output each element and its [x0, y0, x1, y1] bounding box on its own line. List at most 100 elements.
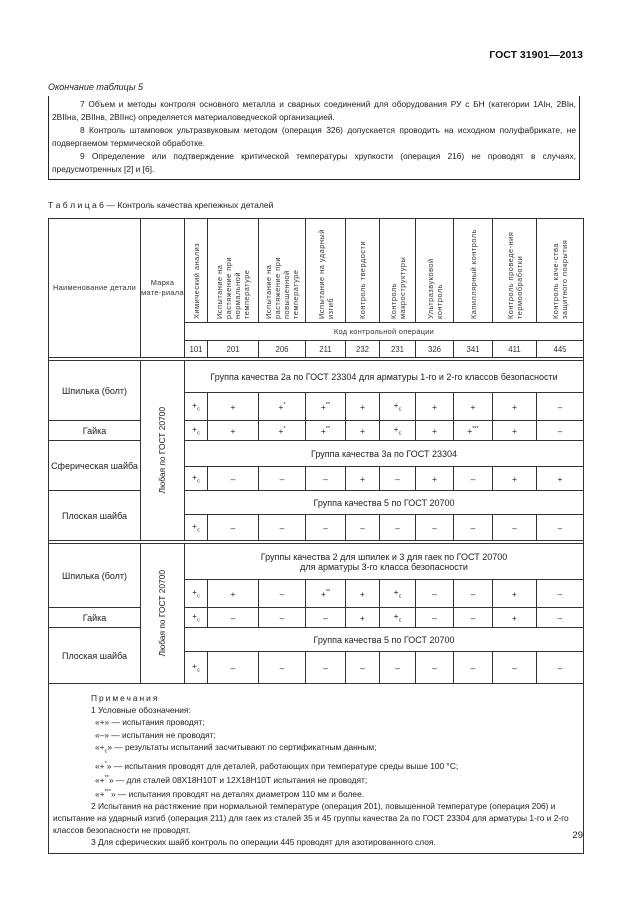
- material-label: Любая по ГОСТ 20700: [157, 570, 167, 657]
- cell-value: +: [207, 392, 259, 421]
- cell-value: –: [453, 466, 493, 491]
- note-2: 2 Испытания на растяжение при нормальной…: [53, 800, 569, 836]
- quality-group: Группа качества 5 по ГОСТ 20700: [184, 490, 584, 515]
- cell-value: –: [415, 579, 454, 608]
- cell-value: –: [379, 514, 416, 541]
- part-name: Шпилька (болт): [48, 360, 141, 421]
- cell-value: +с: [184, 579, 208, 608]
- operation-code: 231: [379, 340, 416, 358]
- cell-value: +: [345, 420, 380, 441]
- cell-value: –: [453, 607, 493, 628]
- operation-code: 201: [207, 340, 259, 358]
- header-part-name: Наименование детали: [48, 218, 141, 358]
- legend-item: «+*» — испытания проводят для деталей, р…: [95, 760, 459, 771]
- cell-value: –: [536, 579, 584, 608]
- page-number: 29: [572, 830, 583, 841]
- legend-item: «+» — испытания проводят;: [95, 717, 205, 728]
- header-operation-label: Контроль проведе-ния термообработки: [505, 231, 524, 319]
- cell-value: +с: [184, 607, 208, 628]
- quality-control-table: Наименование детали Марка мате-риала Химич…: [48, 218, 584, 854]
- part-name: Плоская шайба: [48, 627, 141, 684]
- cell-value: +: [492, 579, 537, 608]
- cell-value: +: [492, 392, 537, 421]
- cell-value: –: [207, 651, 259, 684]
- continuation-caption: Окончание таблицы 5: [48, 82, 143, 92]
- header-operation-label: Капиллярный контроль: [468, 228, 478, 319]
- cell-value: +: [415, 420, 454, 441]
- operation-code: 411: [492, 340, 537, 358]
- cell-value: +с: [184, 392, 208, 421]
- notes-title: Примечания: [91, 693, 160, 703]
- cell-value: +: [492, 607, 537, 628]
- header-operation: Контроль твердости: [345, 218, 380, 323]
- quality-group-text: Группа качества 3а по ГОСТ 23304: [311, 448, 457, 459]
- cell-value: –: [453, 514, 493, 541]
- document-id: ГОСТ 31901—2013: [489, 49, 583, 61]
- material-cell: Любая по ГОСТ 20700: [140, 543, 185, 684]
- quality-group: Группы качества 2 для шпилек и 3 для гае…: [184, 543, 584, 580]
- cell-value: +: [415, 392, 454, 421]
- cell-value: –: [258, 607, 306, 628]
- cell-value: –: [305, 607, 346, 628]
- header-operation: Испытание на растяжение при нормальной т…: [207, 218, 259, 323]
- cell-value: –: [492, 514, 537, 541]
- header-operation: Испытание на растяжение при повышенной т…: [258, 218, 306, 323]
- note-9: 9 Определение или подтверждение критичес…: [52, 151, 576, 174]
- quality-group: Группа качества 2а по ГОСТ 23304 для арм…: [184, 360, 584, 393]
- cell-value: –: [305, 514, 346, 541]
- cell-value: +: [207, 579, 259, 608]
- cell-value: +с: [184, 420, 208, 441]
- header-operation: Испытание на ударный изгиб: [305, 218, 346, 323]
- quality-group: Группа качества 3а по ГОСТ 23304: [184, 440, 584, 467]
- cell-value: –: [305, 466, 346, 491]
- cell-value: +***: [453, 420, 493, 441]
- cell-value: +: [345, 392, 380, 421]
- cell-value: –: [258, 579, 306, 608]
- quality-group-text: Группа качества 5 по ГОСТ 20700: [313, 634, 455, 645]
- part-name: Шпилька (болт): [48, 543, 141, 608]
- cell-value: +: [345, 466, 380, 491]
- notes: Примечания 1 Условные обозначения: «+» —…: [48, 683, 584, 854]
- cell-value: –: [379, 466, 416, 491]
- header-operation-label: Испытание на растяжение при повышенной т…: [264, 256, 300, 319]
- operation-code: 206: [258, 340, 306, 358]
- cell-value: –: [415, 607, 454, 628]
- operation-code: 445: [536, 340, 584, 358]
- header-operation: Химический анализ: [184, 218, 208, 323]
- cell-value: +с: [184, 514, 208, 541]
- material-label: Любая по ГОСТ 20700: [157, 407, 167, 494]
- cell-value: +с: [184, 466, 208, 491]
- header-operation-label: Ультразвуковой контроль: [425, 257, 444, 319]
- cell-value: –: [536, 392, 584, 421]
- header-operation-label: Химический анализ: [191, 242, 201, 319]
- operation-code: 211: [305, 340, 346, 358]
- cell-value: –: [453, 651, 493, 684]
- cell-value: +: [492, 420, 537, 441]
- cell-value: +**: [305, 392, 346, 421]
- cell-value: +с: [379, 607, 416, 628]
- cell-value: +*: [258, 420, 306, 441]
- cell-value: +: [536, 466, 584, 491]
- cell-value: +с: [379, 579, 416, 608]
- cell-value: +: [345, 607, 380, 628]
- cell-value: –: [305, 651, 346, 684]
- cell-value: –: [379, 651, 416, 684]
- part-name: Плоская шайба: [48, 490, 141, 541]
- cell-value: –: [345, 651, 380, 684]
- cell-value: –: [258, 651, 306, 684]
- legend-item: «+с» — результаты испытаний засчитывают …: [95, 741, 377, 755]
- operation-code: 341: [453, 340, 493, 358]
- cell-value: –: [536, 607, 584, 628]
- header-operation: Ультразвуковой контроль: [415, 218, 454, 323]
- cell-value: +**: [305, 420, 346, 441]
- cell-value: –: [492, 651, 537, 684]
- cell-value: –: [207, 466, 259, 491]
- cell-value: +: [492, 466, 537, 491]
- cell-value: +: [207, 420, 259, 441]
- cell-value: –: [258, 514, 306, 541]
- header-operation-label: Контроль макроструктуры: [388, 256, 407, 319]
- cell-value: –: [536, 651, 584, 684]
- header-operation-label: Контроль твердости: [358, 240, 367, 319]
- cell-value: +**: [305, 579, 346, 608]
- header-operation: Контроль проведе-ния термообработки: [492, 218, 537, 323]
